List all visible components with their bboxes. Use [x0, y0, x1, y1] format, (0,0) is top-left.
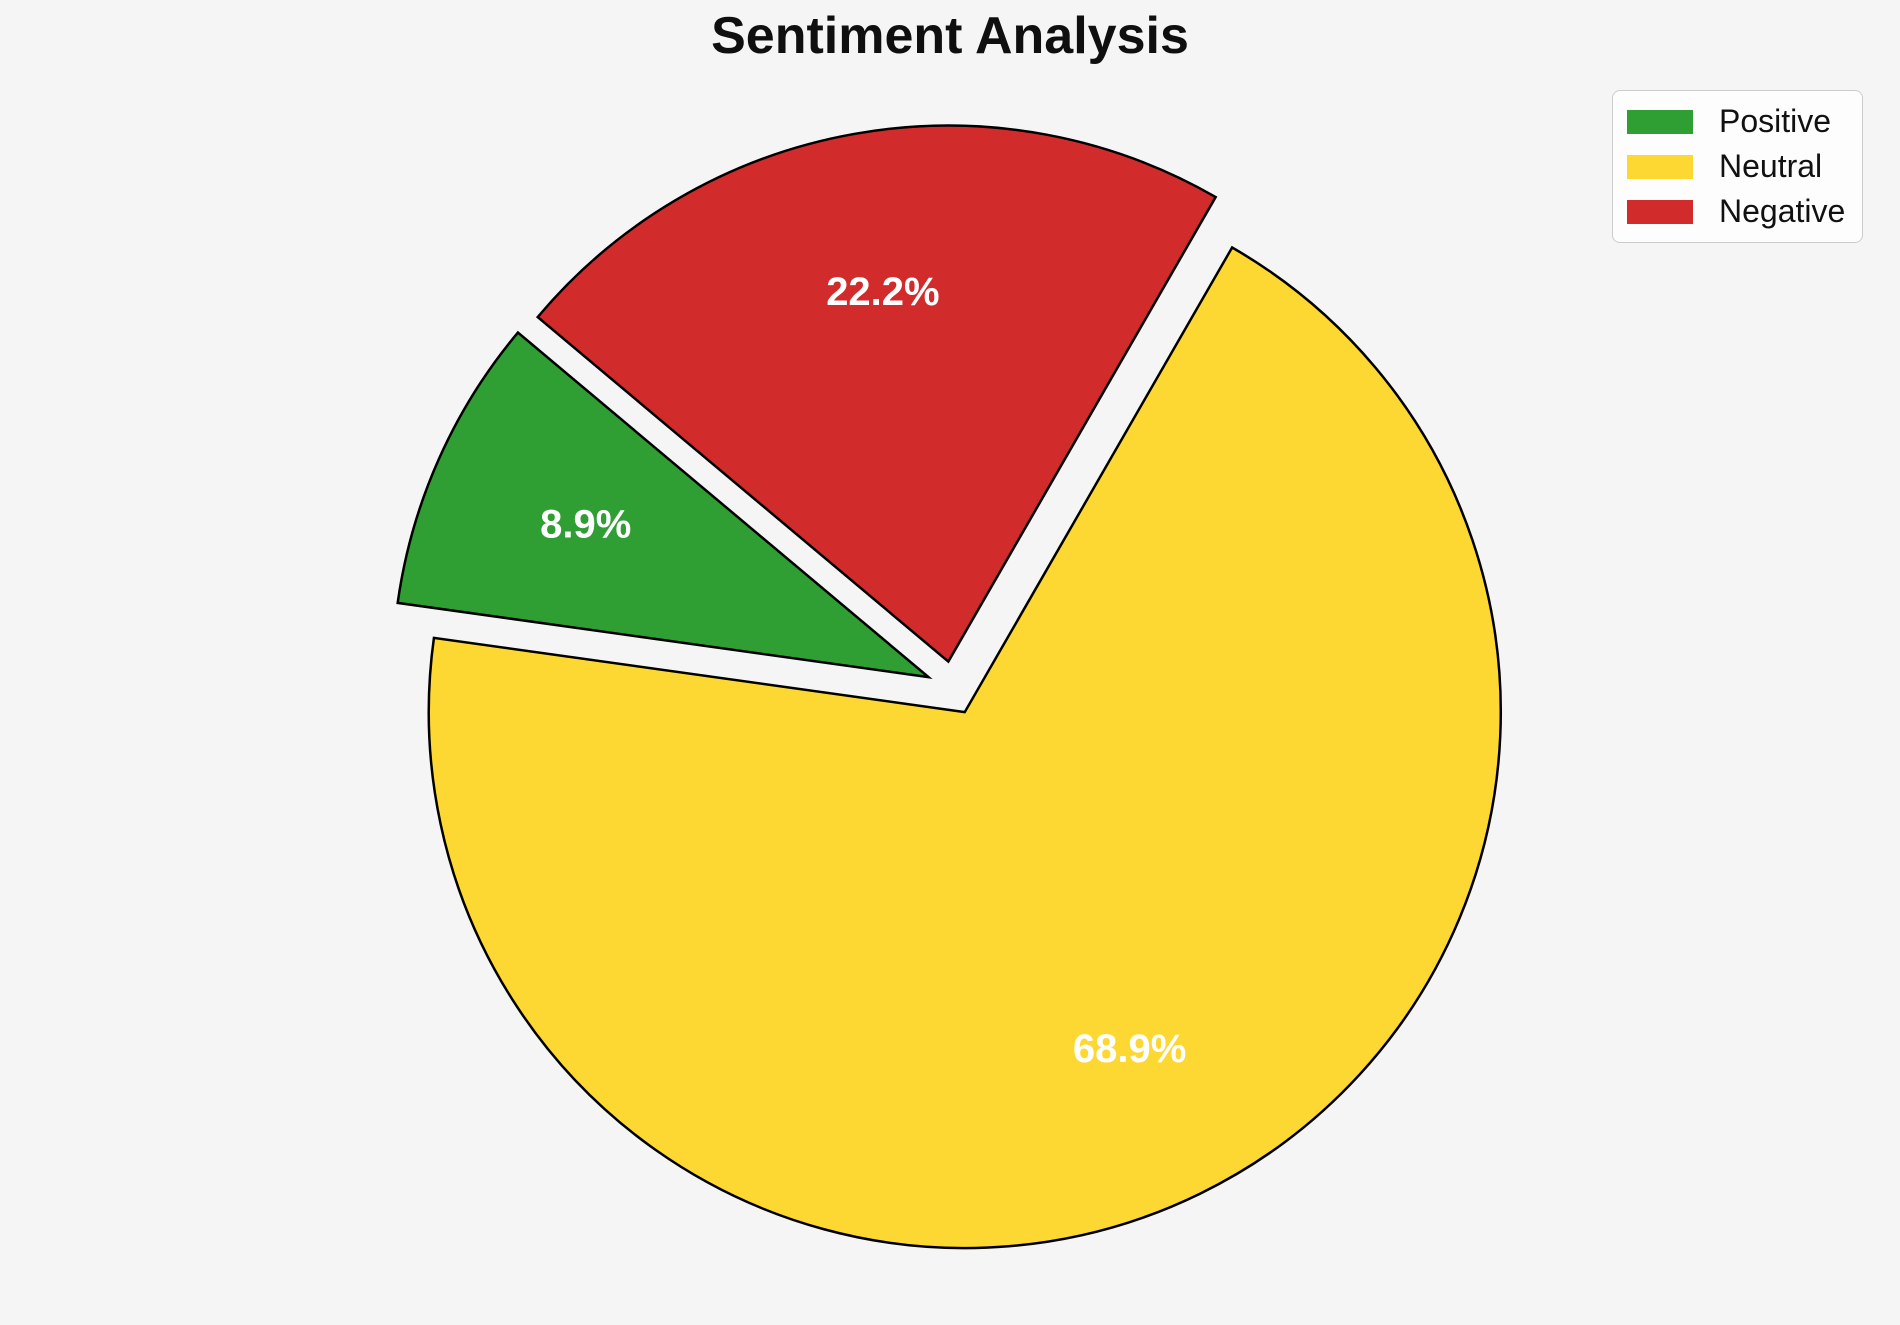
pie-slice-label-neutral: 68.9%	[1073, 1027, 1186, 1071]
legend-swatch-positive	[1627, 109, 1693, 134]
pie-slice-neutral	[427, 245, 1502, 1250]
pie-slice-label-negative: 22.2%	[826, 270, 939, 314]
legend-label-neutral: Neutral	[1719, 148, 1823, 184]
legend-label-positive: Positive	[1719, 103, 1832, 139]
legend-item-neutral: Neutral	[1627, 144, 1848, 189]
pie-slice-label-positive: 8.9%	[540, 503, 631, 547]
legend-swatch-neutral	[1627, 154, 1693, 179]
pie-slice-positive	[396, 330, 933, 679]
legend: Positive Neutral Negative	[1612, 90, 1863, 243]
legend-swatch-negative	[1627, 199, 1693, 224]
chart-title: Sentiment Analysis	[711, 7, 1189, 65]
legend-item-positive: Positive	[1627, 99, 1848, 144]
legend-label-negative: Negative	[1719, 193, 1846, 229]
legend-item-negative: Negative	[1627, 189, 1848, 234]
pie-slice-negative	[535, 124, 1218, 664]
